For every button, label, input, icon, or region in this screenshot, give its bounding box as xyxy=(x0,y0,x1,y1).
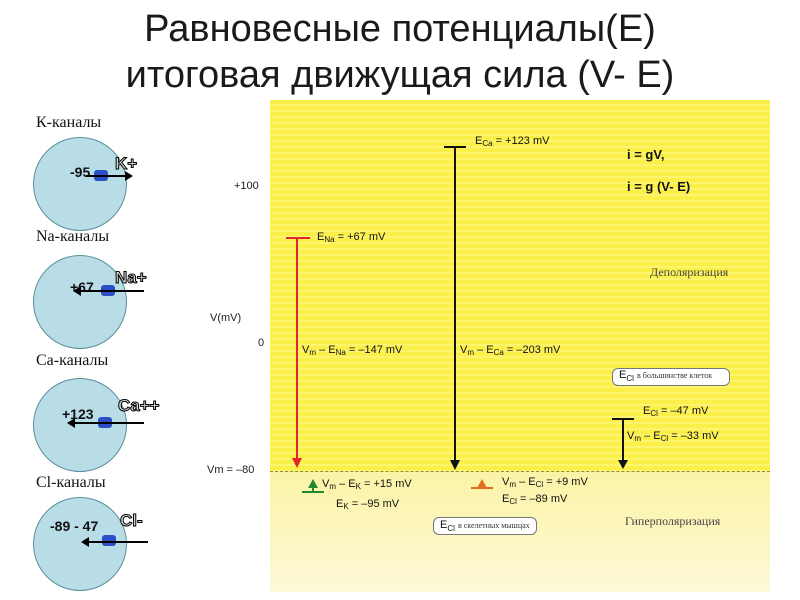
ca-cell xyxy=(33,378,127,472)
ecl2-cap xyxy=(471,487,493,489)
cl-potential: -89 - 47 xyxy=(50,518,99,534)
eca-label: ECa = +123 mV xyxy=(475,135,550,148)
equation-1: i = gV, xyxy=(627,147,665,162)
vm-ek-label: Vm – EK = +15 mV xyxy=(322,478,412,491)
vm-ecl2-label: Vm – ECl = +9 mV xyxy=(502,476,588,489)
ca-ion: Ca++ xyxy=(118,396,161,416)
cl-channel-label: Cl-каналы xyxy=(36,474,106,491)
depolarization-label: Деполяризация xyxy=(650,265,729,279)
ecl-skeletal-note: ECl в скелетных мышцах xyxy=(433,517,537,536)
equation-2: i = g (V- E) xyxy=(627,179,691,194)
vm-eca-label: Vm – ECa = –203 mV xyxy=(460,344,561,357)
ena-cap xyxy=(286,237,310,239)
cl-arrowhead-icon xyxy=(618,460,628,469)
hyperpolarization-label: Гиперполяризация xyxy=(625,514,721,528)
na-arrowhead-icon xyxy=(292,458,302,468)
k-potential: -95 xyxy=(70,164,91,180)
na-channel-label: Na-каналы xyxy=(36,228,110,245)
ca-driving-line xyxy=(454,146,456,462)
na-ion: Na+ xyxy=(115,268,148,288)
axis-plus100: +100 xyxy=(234,180,259,192)
axis-zero: 0 xyxy=(258,337,265,349)
k-arrow-icon xyxy=(86,171,133,181)
k-up-arrow-icon xyxy=(308,479,318,488)
ek-cap xyxy=(302,491,324,493)
na-arrow-icon xyxy=(73,286,144,296)
ca-arrow-icon xyxy=(67,418,144,428)
cl2-up-arrow-icon xyxy=(477,479,487,488)
cl-arrow-icon xyxy=(81,537,148,547)
ca-channel-label: Са-каналы xyxy=(36,352,109,369)
na-driving-line xyxy=(296,238,298,460)
resting-potential-line xyxy=(270,471,770,472)
k-channel-label: К-каналы xyxy=(36,114,102,131)
k-cell xyxy=(33,137,127,231)
na-cell xyxy=(33,255,127,349)
vm-ena-label: Vm – ENa = –147 mV xyxy=(302,344,403,357)
ca-arrowhead-icon xyxy=(450,460,460,470)
cl-ion: Cl- xyxy=(120,511,144,531)
vm-ecl-label: Vm – ECl = –33 mV xyxy=(627,430,719,443)
ek-label: EK = –95 mV xyxy=(336,498,400,511)
ena-label: ENa = +67 mV xyxy=(317,231,386,244)
axis-rest: Vm = –80 xyxy=(207,464,255,476)
title-line-1: Равновесные потенциалы(Е) xyxy=(144,8,656,50)
ecl-most-cells-note: ECl в большинстве клеток xyxy=(612,368,730,387)
ecl2-label: ECl = –89 mV xyxy=(502,493,568,506)
k-marker-stem xyxy=(312,486,314,492)
title-line-2: итоговая движущая сила (V- E) xyxy=(125,54,675,96)
cl-channel-icon xyxy=(102,535,116,546)
k-ion: K+ xyxy=(114,154,138,174)
axis-title: V(mV) xyxy=(210,312,242,324)
cl-driving-line xyxy=(622,418,624,462)
ecl-label: ECl = –47 mV xyxy=(643,405,709,418)
